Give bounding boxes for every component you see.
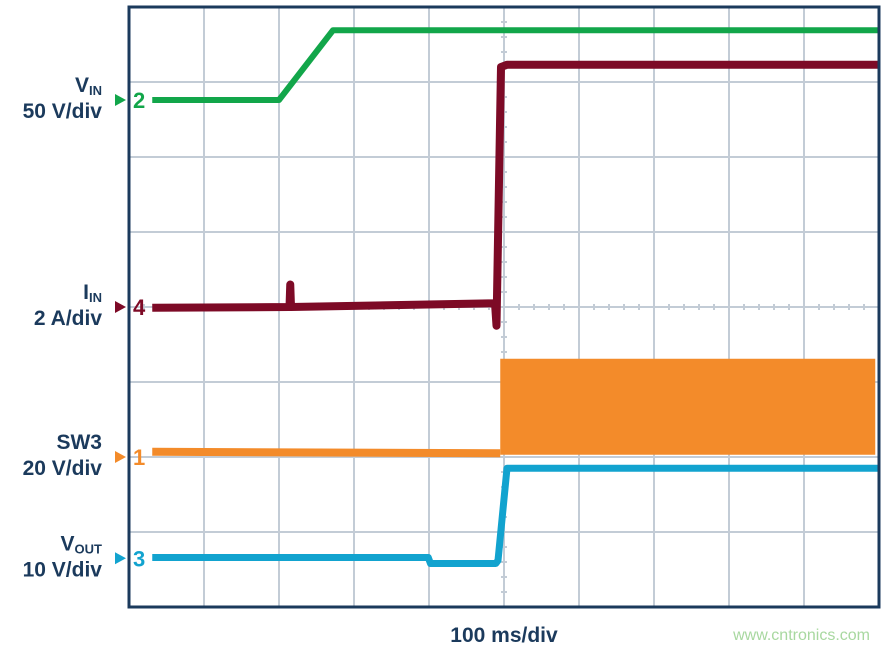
- plot-frame: [127, 5, 881, 609]
- channel-name: SW3: [56, 431, 102, 454]
- channel-scale: 10 V/div: [23, 558, 103, 581]
- channel-marker-icon: [115, 552, 126, 565]
- channel-name: VIN: [75, 74, 102, 98]
- trace-ch1: [152, 447, 501, 458]
- watermark: www.cntronics.com: [732, 627, 870, 644]
- channel-marker-icon: [115, 301, 126, 313]
- trace-band-ch1: [500, 358, 876, 455]
- traces: [152, 27, 879, 567]
- trace-ch3: [152, 464, 879, 567]
- x-axis-label: 100 ms/div: [450, 624, 558, 647]
- channel-number: 1: [133, 445, 145, 470]
- trace-ch2: [152, 27, 879, 103]
- channel-number: 3: [133, 546, 145, 571]
- channel-number: 2: [133, 88, 145, 113]
- channel-marker-icon: [115, 94, 126, 106]
- channel-name: VOUT: [61, 532, 103, 556]
- channel-number: 4: [133, 295, 146, 320]
- channel-scale: 50 V/div: [23, 100, 103, 123]
- channel-marker-icon: [115, 451, 126, 463]
- channel-name: IIN: [83, 281, 102, 305]
- trace-ch4: [152, 60, 879, 330]
- channel-scale: 20 V/div: [23, 457, 103, 480]
- channel-scale: 2 A/div: [34, 307, 102, 330]
